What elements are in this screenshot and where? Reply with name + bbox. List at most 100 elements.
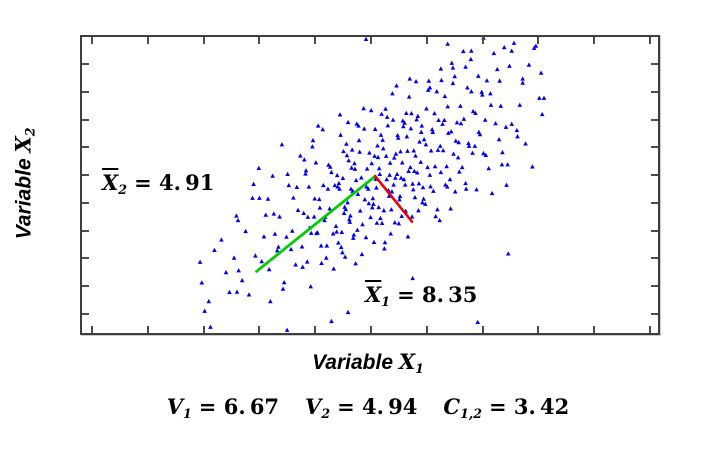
y-axis-tick bbox=[651, 229, 658, 232]
scatter-point bbox=[324, 243, 330, 248]
x-axis-label-subscript: 1 bbox=[415, 360, 424, 376]
scatter-point bbox=[424, 106, 429, 111]
scatter-point bbox=[530, 164, 535, 169]
scatter-point bbox=[243, 228, 248, 234]
scatter-point bbox=[311, 214, 317, 219]
scatter-point bbox=[398, 149, 403, 154]
scatter-point bbox=[431, 188, 436, 193]
scatter-point bbox=[356, 137, 362, 143]
scatter-point bbox=[345, 119, 351, 125]
scatter-point bbox=[484, 78, 490, 83]
stat-c12-subscript: 1,2 bbox=[460, 405, 482, 421]
scatter-point bbox=[364, 184, 369, 189]
scatter-point bbox=[430, 129, 436, 134]
scatter-point bbox=[410, 187, 416, 192]
scatter-point bbox=[423, 142, 429, 147]
scatter-point bbox=[361, 105, 366, 111]
scatter-point bbox=[439, 77, 444, 83]
scatter-point bbox=[458, 121, 464, 126]
y-axis-tick bbox=[82, 118, 89, 121]
y-axis-tick bbox=[651, 146, 658, 149]
scatter-point bbox=[390, 91, 395, 96]
y-axis-tick bbox=[651, 285, 658, 288]
scatter-point bbox=[418, 159, 424, 164]
scatter-point bbox=[408, 164, 413, 170]
scatter-point bbox=[442, 93, 448, 99]
scatter-point bbox=[481, 150, 486, 156]
x-axis-tick bbox=[537, 37, 540, 44]
scatter-point bbox=[461, 116, 467, 121]
scatter-point bbox=[453, 138, 459, 143]
scatter-point bbox=[268, 298, 273, 304]
scatter-point bbox=[305, 214, 311, 219]
scatter-point bbox=[468, 56, 474, 62]
scatter-point bbox=[480, 92, 485, 97]
scatter-point bbox=[352, 160, 357, 166]
scatter-point bbox=[474, 187, 479, 192]
scatter-point bbox=[520, 80, 525, 85]
scatter-point bbox=[306, 184, 312, 189]
scatter-point bbox=[433, 214, 438, 219]
scatter-point bbox=[505, 162, 510, 167]
scatter-point bbox=[418, 129, 424, 134]
scatter-point bbox=[338, 244, 344, 250]
scatter-point bbox=[507, 63, 512, 68]
scatter-point bbox=[488, 102, 494, 107]
x-axis-tick bbox=[593, 37, 596, 44]
scatter-point bbox=[383, 153, 389, 158]
scatter-point bbox=[423, 201, 428, 206]
scatter-point bbox=[344, 153, 350, 158]
scatter-point bbox=[538, 70, 544, 75]
scatter-point bbox=[469, 48, 474, 53]
mean-x1-value: = 8. 35 bbox=[397, 282, 478, 307]
scatter-point bbox=[450, 80, 456, 86]
scatter-point bbox=[353, 177, 359, 183]
scatter-point bbox=[341, 148, 346, 154]
scatter-point bbox=[377, 171, 383, 176]
scatter-point bbox=[371, 239, 377, 245]
scatter-point bbox=[208, 324, 213, 329]
scatter-point bbox=[355, 227, 360, 232]
scatter-point bbox=[445, 104, 451, 109]
scatter-point bbox=[234, 213, 239, 218]
y-axis-tick bbox=[82, 90, 89, 93]
scatter-point bbox=[279, 142, 285, 147]
y-axis-tick bbox=[82, 285, 89, 288]
scatter-point bbox=[351, 232, 357, 237]
scatter-point bbox=[372, 126, 378, 131]
scatter-point bbox=[500, 150, 505, 155]
scatter-point bbox=[376, 166, 382, 171]
scatter-point bbox=[344, 141, 349, 146]
scatter-point bbox=[375, 154, 381, 160]
scatter-point bbox=[440, 147, 446, 153]
x-axis-tick bbox=[648, 326, 651, 333]
scatter-point bbox=[477, 131, 483, 137]
scatter-point bbox=[274, 248, 280, 253]
scatter-point bbox=[417, 139, 422, 144]
scatter-point bbox=[334, 229, 339, 234]
scatter-point bbox=[473, 110, 478, 115]
scatter-point bbox=[284, 234, 289, 239]
stat-c12-value: = 3. 42 bbox=[489, 394, 570, 419]
scatter-point bbox=[361, 126, 367, 131]
scatter-point bbox=[317, 205, 323, 210]
scatter-point bbox=[394, 171, 400, 176]
scatter-point bbox=[520, 76, 525, 81]
scatter-point bbox=[357, 149, 362, 154]
scatter-point bbox=[493, 121, 498, 126]
scatter-point bbox=[402, 120, 407, 125]
scatter-point bbox=[348, 213, 353, 218]
x-axis-tick bbox=[370, 37, 373, 44]
scatter-point bbox=[349, 165, 354, 170]
scatter-point bbox=[486, 166, 491, 171]
scatter-point bbox=[334, 172, 340, 178]
scatter-point bbox=[368, 108, 374, 113]
y-axis-tick bbox=[651, 118, 658, 121]
scatter-point bbox=[281, 279, 287, 285]
scatter-point bbox=[526, 62, 532, 67]
scatter-point bbox=[199, 280, 205, 285]
scatter-point bbox=[359, 251, 365, 257]
scatter-point bbox=[339, 229, 345, 234]
stat-variance-1: V1 = 6. 67 bbox=[167, 394, 279, 421]
scatter-point bbox=[411, 148, 417, 153]
